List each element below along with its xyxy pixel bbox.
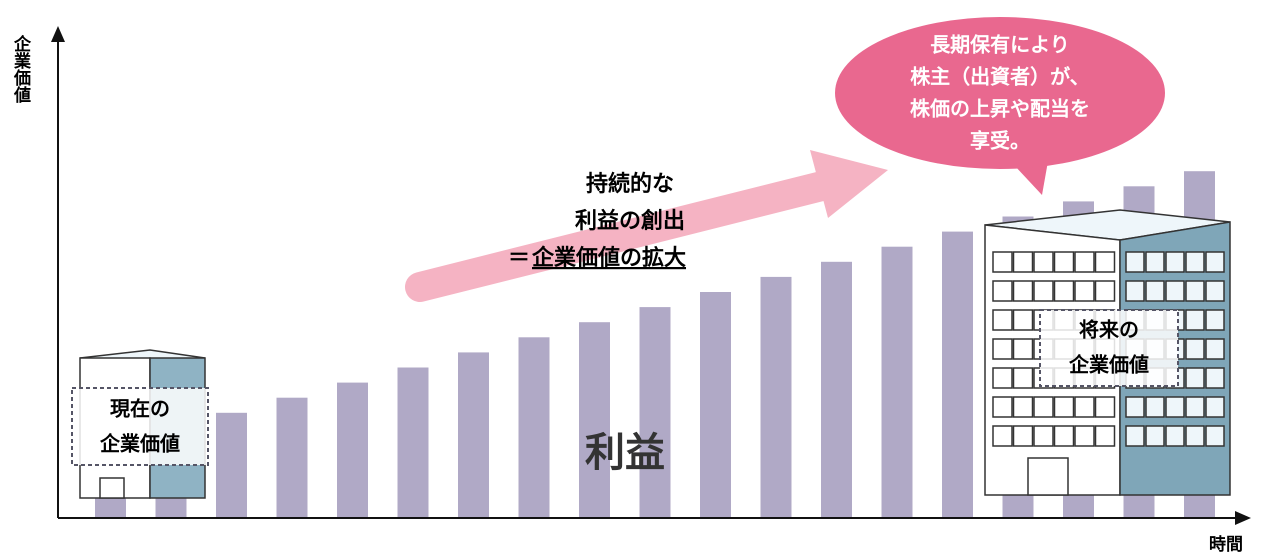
- window: [1074, 280, 1095, 302]
- window: [1165, 280, 1185, 302]
- window: [1185, 338, 1205, 360]
- y-axis-arrow: [51, 26, 65, 42]
- window: [992, 251, 1013, 273]
- bar: [458, 352, 489, 518]
- window: [1053, 251, 1075, 273]
- arrow-text-emphasis: 企業価値の拡大: [531, 245, 686, 271]
- x-axis-arrow: [1235, 511, 1251, 525]
- window: [992, 367, 1013, 389]
- window: [1185, 396, 1205, 418]
- x-axis-label: 時間: [1209, 534, 1243, 555]
- window: [1205, 251, 1225, 273]
- window: [1094, 280, 1116, 302]
- window: [992, 338, 1013, 360]
- window: [1145, 280, 1165, 302]
- window: [1033, 280, 1054, 302]
- bar: [821, 261, 852, 518]
- window: [1205, 309, 1225, 331]
- window: [1012, 251, 1034, 273]
- window: [1053, 280, 1075, 302]
- bar-label: 利益: [585, 430, 665, 476]
- window: [1145, 425, 1165, 447]
- bubble-text: 株価の上昇や配当を: [910, 97, 1090, 121]
- bar: [639, 307, 671, 518]
- bar: [760, 276, 792, 518]
- window: [1033, 396, 1054, 418]
- future-label: 企業価値: [1068, 353, 1149, 377]
- window: [992, 396, 1013, 418]
- window: [1033, 425, 1054, 447]
- bar: [276, 397, 308, 518]
- bubble-text: 株主（出資者）が、: [910, 65, 1090, 89]
- window: [1012, 309, 1034, 331]
- arrow-text: 利益の創出: [575, 208, 685, 234]
- window: [1012, 367, 1034, 389]
- arrow-text: 持続的な: [586, 171, 674, 197]
- window: [1012, 425, 1034, 447]
- window: [1205, 338, 1225, 360]
- window: [1185, 367, 1205, 389]
- window: [1074, 396, 1095, 418]
- window: [1205, 367, 1225, 389]
- window: [1094, 425, 1116, 447]
- window: [1012, 338, 1034, 360]
- window: [1205, 280, 1225, 302]
- bar: [881, 246, 913, 518]
- window: [1185, 309, 1205, 331]
- window: [1012, 396, 1034, 418]
- window: [1185, 280, 1205, 302]
- bar: [700, 292, 731, 518]
- window: [1094, 396, 1116, 418]
- window: [1185, 425, 1205, 447]
- window: [1074, 425, 1095, 447]
- bar: [579, 322, 610, 518]
- bubble-text: 享受。: [970, 129, 1030, 153]
- window: [1033, 251, 1054, 273]
- current-label: 現在の: [110, 397, 170, 421]
- window: [1094, 251, 1116, 273]
- bubble-text: 長期保有により: [930, 33, 1070, 57]
- window: [992, 280, 1013, 302]
- window: [1125, 251, 1145, 273]
- window: [1125, 425, 1145, 447]
- window: [1012, 280, 1034, 302]
- bar: [942, 231, 973, 518]
- bar: [216, 412, 247, 518]
- current-label: 企業価値: [99, 432, 180, 456]
- window: [1185, 251, 1205, 273]
- window: [1165, 251, 1185, 273]
- window: [1125, 396, 1145, 418]
- y-axis-label: 企業価値: [10, 34, 32, 104]
- window: [1205, 396, 1225, 418]
- window: [1074, 251, 1095, 273]
- arrow-text-prefix: ＝: [508, 246, 530, 271]
- speech-bubble: [835, 17, 1165, 195]
- window: [1125, 280, 1145, 302]
- future-label: 将来の: [1079, 318, 1139, 342]
- bar: [397, 367, 429, 518]
- window: [1145, 396, 1165, 418]
- bar: [518, 337, 550, 518]
- window: [1165, 396, 1185, 418]
- bar: [337, 382, 368, 518]
- window: [1145, 251, 1165, 273]
- window: [992, 425, 1013, 447]
- window: [1205, 425, 1225, 447]
- window: [1053, 425, 1075, 447]
- window: [1165, 425, 1185, 447]
- label-box: [71, 387, 209, 466]
- window: [1053, 396, 1075, 418]
- growth-arrow: [405, 150, 888, 302]
- window: [992, 309, 1013, 331]
- label-box: [1039, 309, 1179, 387]
